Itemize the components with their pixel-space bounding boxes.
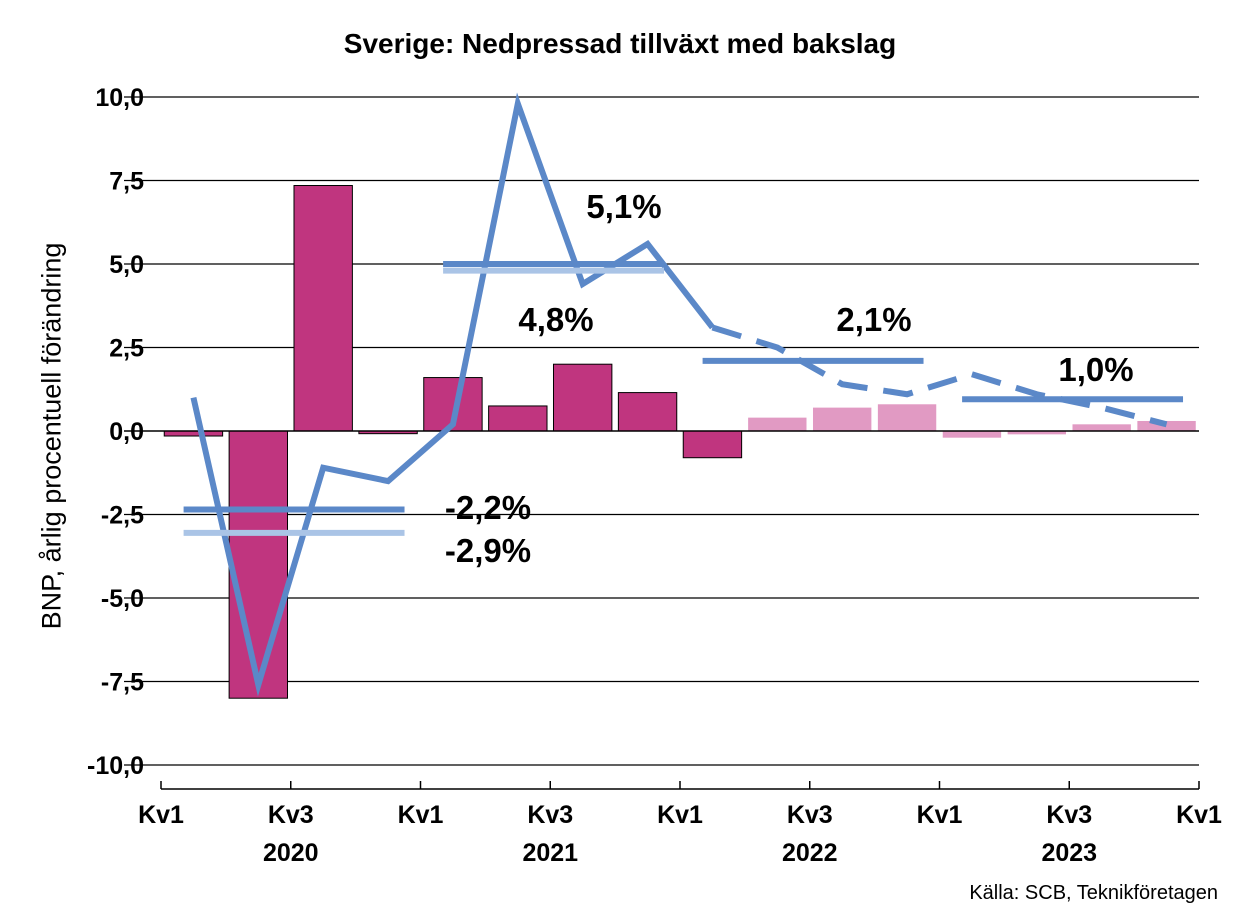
- bar: [942, 431, 1002, 438]
- bar: [1072, 424, 1131, 431]
- annual-average-label: 4,8%: [518, 301, 593, 338]
- annual-average-label: 2,1%: [836, 301, 911, 338]
- y-tick-label: 5,0: [109, 251, 144, 279]
- y-tick-label: 2,5: [109, 335, 144, 363]
- chart-title: Sverige: Nedpressad tillväxt med bakslag: [343, 28, 897, 59]
- growth-line: [190, 92, 1168, 697]
- axes: [124, 430, 1200, 790]
- y-tick-label: 10,0: [95, 84, 144, 112]
- bar: [877, 404, 937, 431]
- annual-average-label: -2,9%: [445, 532, 531, 569]
- year-label: 2020: [263, 839, 319, 867]
- x-tick-label: Kv3: [787, 801, 833, 829]
- bar: [552, 363, 613, 432]
- growth-line-actual: [190, 92, 715, 697]
- bar: [1137, 420, 1196, 431]
- annual-average-label: 1,0%: [1058, 351, 1133, 388]
- bar: [748, 417, 807, 431]
- annual-averages: [183, 261, 1184, 536]
- source-note: Källa: SCB, Teknikföretagen: [969, 882, 1218, 904]
- y-tick-label: -5,0: [101, 585, 144, 613]
- y-tick-label: 7,5: [109, 168, 144, 196]
- bar: [1007, 431, 1067, 435]
- bar: [617, 392, 678, 432]
- x-tick-label: Kv3: [1046, 801, 1092, 829]
- annual-average-label: 5,1%: [586, 188, 661, 225]
- bars: [163, 185, 1196, 699]
- year-label: 2022: [782, 839, 838, 867]
- y-tick-label: -7,5: [101, 669, 144, 697]
- y-tick-label: -2,5: [101, 502, 144, 530]
- x-tick-label: Kv1: [398, 801, 444, 829]
- year-label: 2021: [522, 839, 578, 867]
- tick-labels: -10,0 -7,5 -5,0 -2,5 0,0 2,5 5,0 7,5 10,0 Kv1 Kv3 K…: [87, 84, 1222, 867]
- x-tick-label: Kv3: [268, 801, 314, 829]
- x-tick-label: Kv1: [138, 801, 184, 829]
- bar: [293, 185, 353, 432]
- bar: [228, 430, 289, 699]
- bar: [682, 430, 743, 459]
- y-tick-label: -10,0: [87, 752, 144, 780]
- annual-average-label: -2,2%: [445, 489, 531, 526]
- bar: [812, 407, 872, 431]
- x-tick-label: Kv1: [657, 801, 703, 829]
- year-label: 2023: [1041, 839, 1097, 867]
- y-tick-label: 0,0: [109, 418, 144, 446]
- bar: [163, 430, 224, 437]
- bar: [488, 405, 548, 432]
- x-tick-label: Kv1: [917, 801, 963, 829]
- x-tick-label: Kv1: [1176, 801, 1222, 829]
- growth-line-forecast: [711, 324, 1168, 428]
- x-tick-label: Kv3: [527, 801, 573, 829]
